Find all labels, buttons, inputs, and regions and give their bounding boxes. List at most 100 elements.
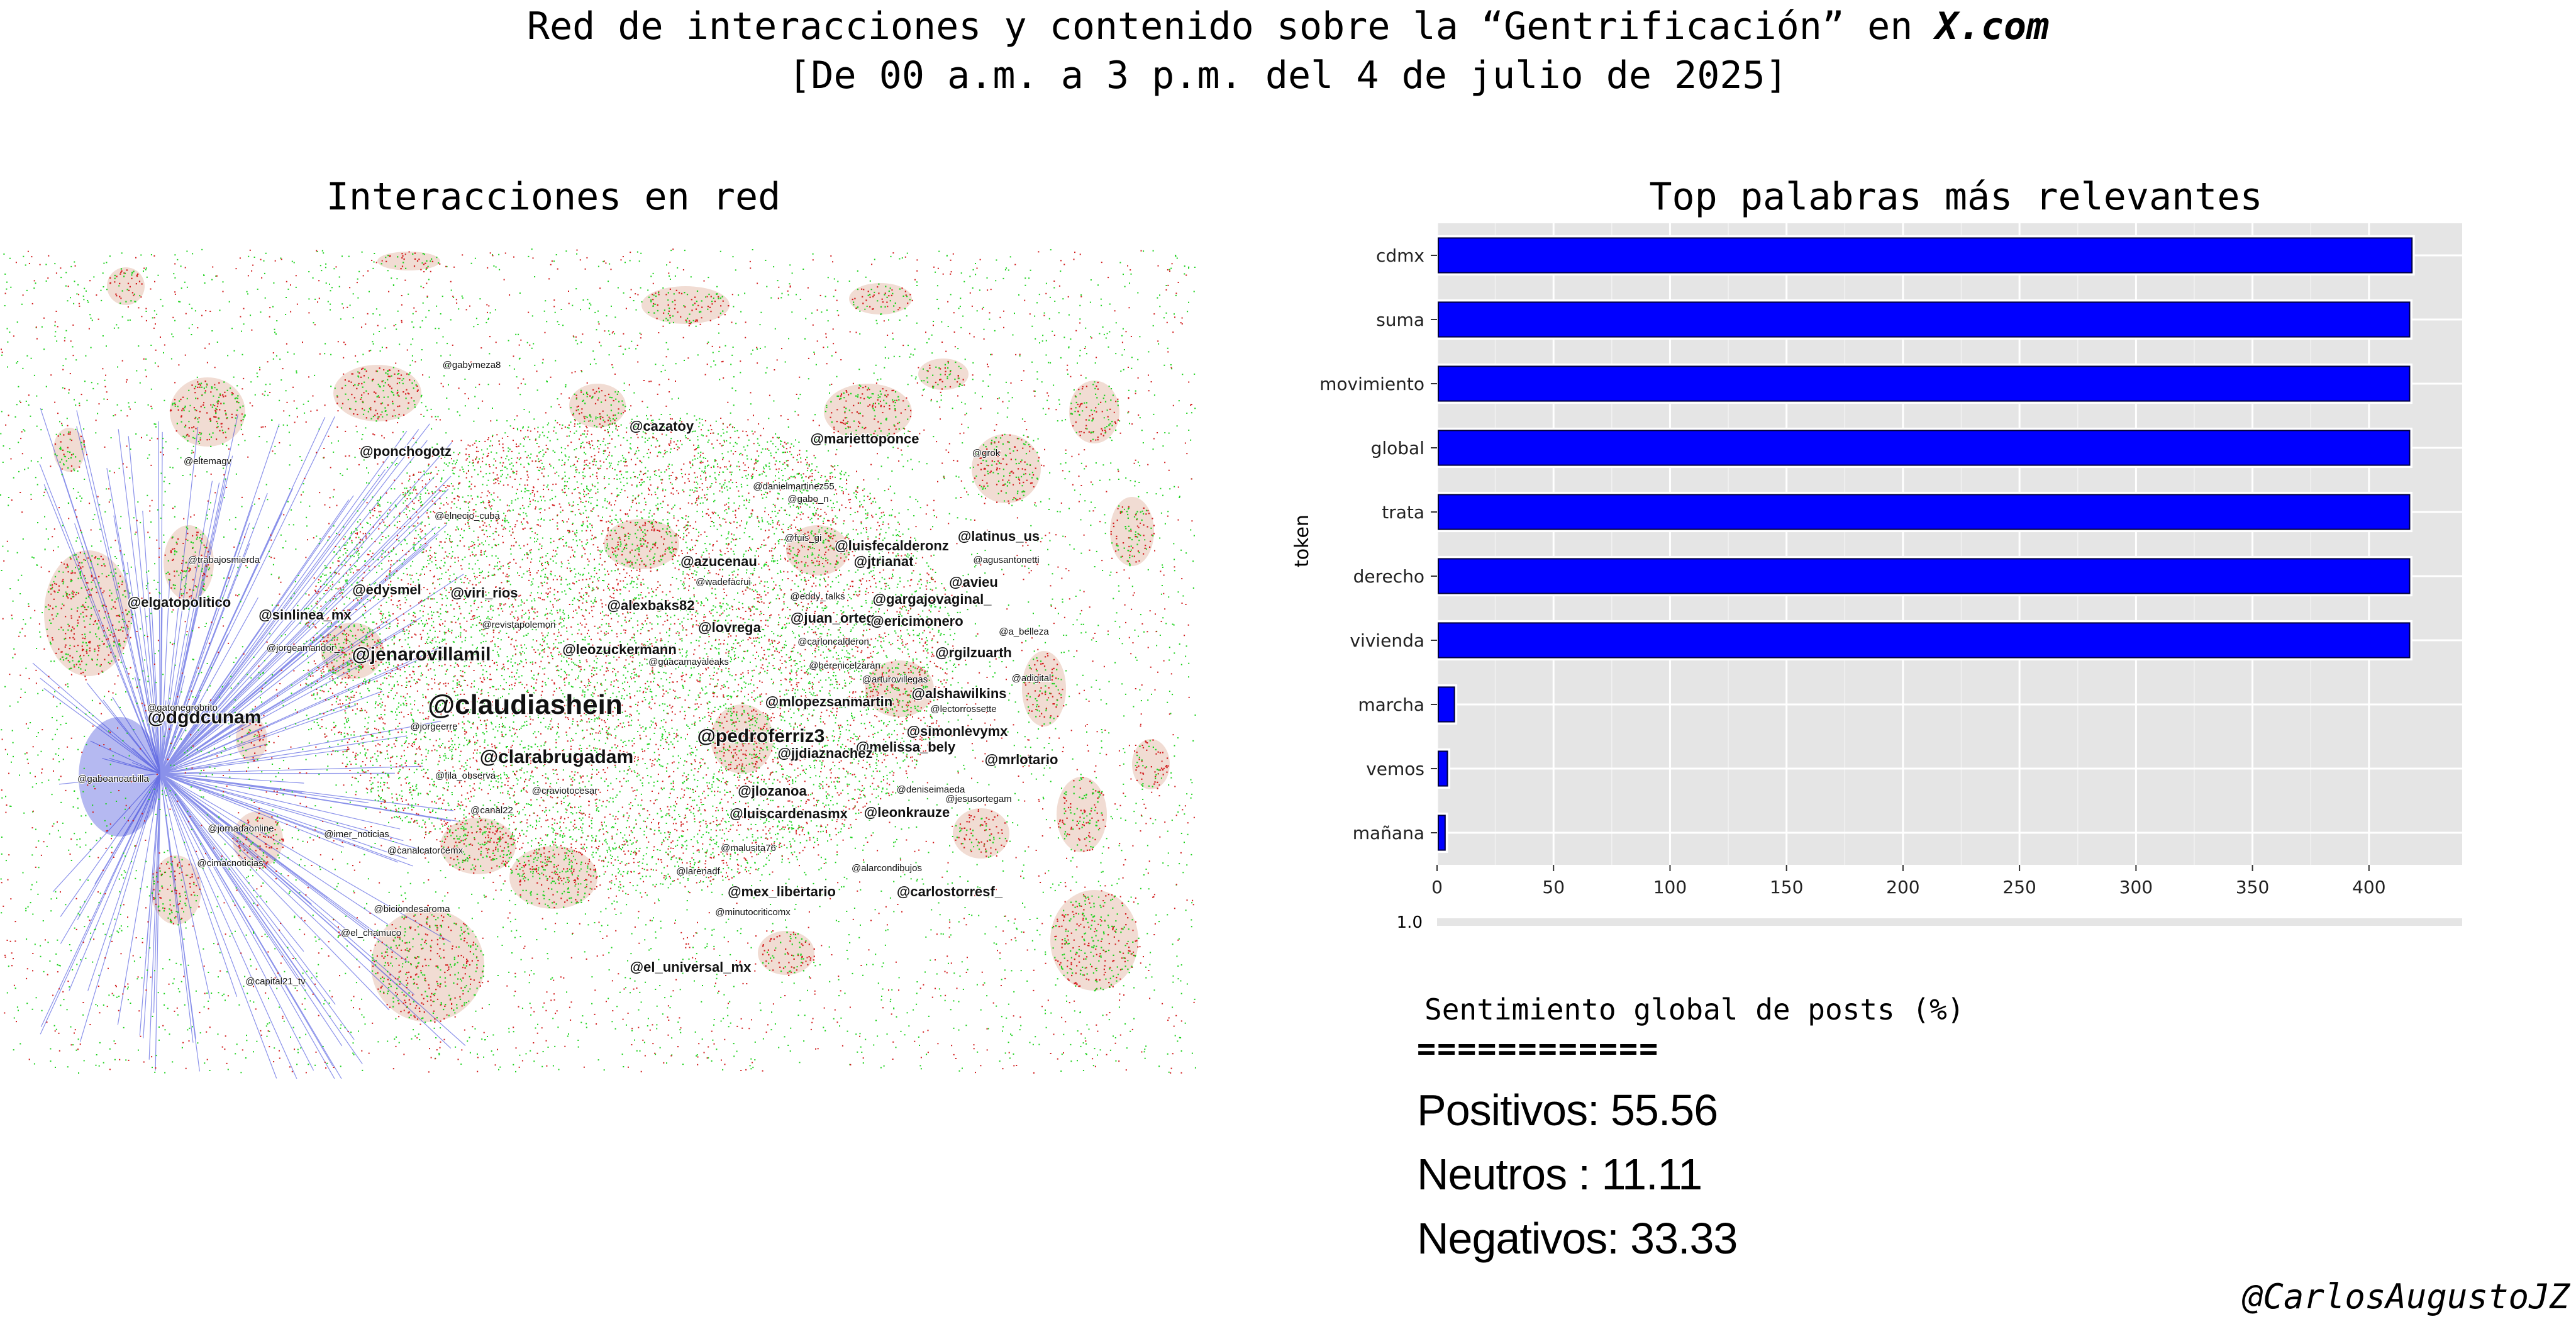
node-label: @eddy_talks <box>791 591 845 602</box>
network-labels: @claudiashein @pedroferriz3 @clarabrugadam… <box>77 359 1059 987</box>
y-tick-label: suma <box>1376 309 1424 330</box>
node-label: @biciondesaroma <box>374 904 450 915</box>
node-label: @claudiashein <box>428 689 622 720</box>
node-label: @grok <box>972 448 1001 459</box>
bar-edge-vemos <box>1438 750 1448 787</box>
node-label: @guacamayaleaks <box>648 657 729 667</box>
cluster-nodes-positive <box>54 431 85 470</box>
x-tick-label: 50 <box>1542 877 1565 898</box>
y-tick-label: derecho <box>1353 566 1424 587</box>
node-label: @jlozanoa <box>738 783 807 799</box>
node-label: @mariettoponce <box>810 431 919 447</box>
node-label: @jtrianat <box>854 553 914 569</box>
node-cluster <box>1069 381 1119 443</box>
node-cluster <box>1050 890 1138 991</box>
node-label: @berenicelzaran <box>809 660 880 671</box>
node-label: @larenadf <box>676 866 720 877</box>
node-label: @gabo_n <box>787 494 828 504</box>
node-label: @mlopezsanmartin <box>765 694 892 709</box>
x-tick-label: 200 <box>1886 877 1919 898</box>
node-cluster <box>641 286 730 324</box>
cluster-nodes-positive <box>1070 384 1119 440</box>
node-label: @pedroferriz3 <box>697 726 825 747</box>
node-label: @azucenau <box>680 553 757 569</box>
bar-edge-derecho <box>1438 558 2411 594</box>
node-label: @el_universal_mx <box>630 959 752 975</box>
hub-edges <box>32 408 466 1079</box>
node-label: @arturovillegas <box>862 674 928 685</box>
node-label: @leozuckermann <box>562 642 677 657</box>
node-cluster <box>849 283 912 314</box>
node-label: @gargajovaginal_ <box>873 591 992 607</box>
node-cluster <box>972 434 1041 503</box>
x-tick-label: 400 <box>2352 877 2385 898</box>
node-label: @jenarovillamil <box>352 644 491 665</box>
x-tick-labels: 0 50 100 150 200 250 300 350 400 <box>1431 865 2386 898</box>
node-label: @luisfecalderonz <box>835 538 949 553</box>
node-label: @alexbaks82 <box>608 598 695 613</box>
network-graph-canvas: @claudiashein @pedroferriz3 @clarabrugadam… <box>0 248 1196 1079</box>
node-label: @gatonegrobrito <box>147 703 218 713</box>
bar-marcha <box>1435 684 1458 725</box>
node-label: @minutocriticomx <box>715 907 791 918</box>
node-cluster <box>170 377 245 447</box>
bar-trata <box>1435 491 2412 533</box>
chart-title-text: Red de interacciones y contenido sobre l… <box>526 4 1936 48</box>
y-axis-label: token <box>1291 514 1313 567</box>
node-label: @dgdcunam <box>148 707 262 728</box>
node-cluster <box>824 384 912 440</box>
network-nodes <box>0 248 1196 1074</box>
y-tick-label: marcha <box>1358 694 1424 715</box>
bar-edge-cdmx <box>1438 237 2413 274</box>
node-label: @elnecio_cuba <box>435 511 500 521</box>
y-tick-label: vemos <box>1366 759 1424 779</box>
node-cluster <box>758 931 814 975</box>
chart-title: Red de interacciones y contenido sobre l… <box>0 1 2576 52</box>
x-tick-label: 0 <box>1431 877 1443 898</box>
node-label: @luiscardenasmx <box>730 806 848 821</box>
node-label: @alarcondibujos <box>852 863 922 874</box>
node-label: @malusita76 <box>721 843 776 854</box>
node-label: @jjdiaznachez <box>777 745 872 761</box>
author-signature: @CarlosAugustoJZ <box>2242 1277 2570 1316</box>
y-tick-label: movimiento <box>1319 374 1424 394</box>
cluster-nodes-negative <box>372 913 484 1023</box>
node-label: @elgatopolitico <box>128 594 231 610</box>
cluster-nodes-negative <box>762 931 815 976</box>
cluster-nodes-positive <box>1052 895 1140 992</box>
node-label: @carloncalderon <box>797 637 869 647</box>
cluster-nodes-positive <box>380 253 440 270</box>
node-label: @melissa_bely <box>856 739 956 755</box>
node-label: @simonlevymx <box>907 723 1009 739</box>
node-cluster <box>53 428 85 472</box>
node-label: @jesusortegam <box>945 794 1011 804</box>
sentiment-rule: ============ <box>1417 1030 1660 1067</box>
x-tick-label: 150 <box>1770 877 1803 898</box>
node-label: @canalcatorcemx <box>387 845 464 856</box>
x-tick-label: 300 <box>2119 877 2153 898</box>
bar-edge-suma <box>1438 301 2411 338</box>
cluster-nodes-negative <box>109 269 143 297</box>
node-label: @juan_ortega <box>791 610 883 626</box>
bar-edge-vivienda <box>1438 622 2411 659</box>
node-cluster <box>509 846 597 909</box>
node-label: @edysmel <box>352 582 421 598</box>
node-label: @jorgeerre <box>410 721 457 732</box>
hub-node <box>79 717 160 837</box>
node-label: @leonkrauze <box>864 804 950 820</box>
sentiment-heading: Sentimiento global de posts (%) <box>1424 993 1965 1026</box>
node-label: @alshawilkins <box>911 686 1006 701</box>
node-label: @jorgeamandor_ <box>267 643 340 653</box>
node-label: @viri_rios <box>450 585 518 601</box>
secondary-axis-strip: 1.0 <box>1397 913 2462 932</box>
bar-edge-trata <box>1438 494 2411 530</box>
scattered-nodes-negative <box>1 248 1195 1074</box>
node-label: @gaboanoarbilla <box>77 774 149 784</box>
bar-chart: cdmx suma movimiento global trata derecho vivi… <box>1291 223 2462 932</box>
node-label: @mex_libertario <box>728 884 836 899</box>
cluster-nodes-negative <box>787 525 850 575</box>
node-label: @cazatoy <box>630 418 694 434</box>
bar-panel-title: Top palabras más relevantes <box>1649 175 2263 219</box>
node-cluster <box>918 359 969 390</box>
node-label: @canal22 <box>470 805 513 816</box>
